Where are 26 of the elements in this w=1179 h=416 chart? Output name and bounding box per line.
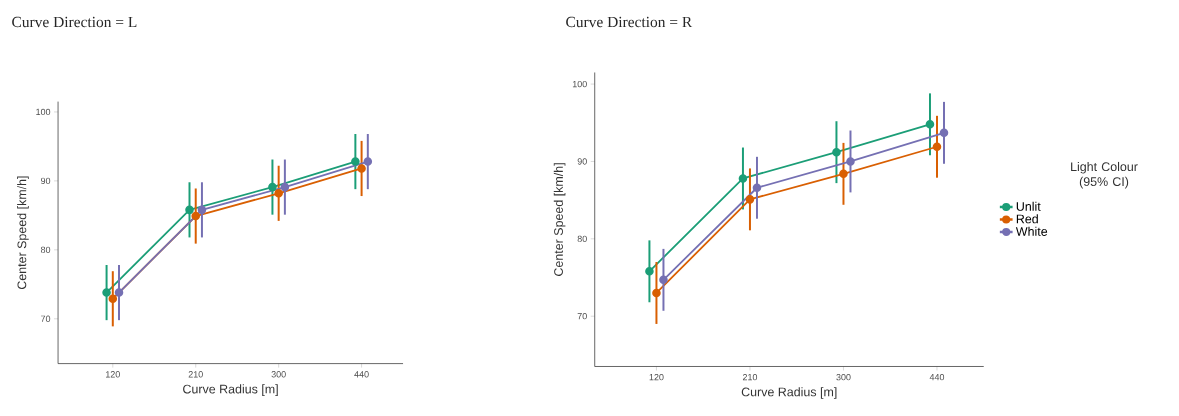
y-tick-label: 70: [41, 315, 51, 322]
y-tick-label: 80: [577, 235, 587, 243]
chart-title: Curve Direction = R: [566, 16, 693, 28]
x-tick-label: 300: [836, 374, 851, 381]
y-tick-label: 100: [36, 108, 51, 116]
legend-label: Red: [1016, 214, 1038, 224]
y-tick-label: 100: [572, 80, 587, 88]
x-tick-label: 440: [354, 371, 369, 378]
x-tick-label: 300: [271, 371, 286, 378]
legend-title: Light Colour (95% CI): [1071, 161, 1138, 189]
x-tick-label: 210: [188, 371, 203, 378]
x-tick-label: 120: [106, 371, 120, 378]
y-tick-label: 90: [577, 158, 587, 165]
chart-title: Curve Direction = L: [12, 16, 137, 28]
x-tick-label: 440: [929, 374, 945, 381]
y-tick-label: 90: [40, 177, 51, 185]
legend-label: Unlit: [1016, 201, 1041, 211]
y-tick-label: 70: [577, 313, 587, 320]
x-tick-label: 210: [742, 374, 758, 381]
y-axis-title: Center Speed [km/h]: [553, 163, 566, 276]
x-axis-title: Curve Radius [m]: [183, 384, 278, 396]
legend-label: White: [1015, 226, 1048, 236]
y-tick-label: 80: [40, 246, 51, 254]
y-axis-title: Center Speed [km/h]: [17, 176, 29, 290]
x-tick-label: 120: [649, 374, 664, 381]
x-axis-title: Curve Radius [m]: [741, 387, 837, 399]
